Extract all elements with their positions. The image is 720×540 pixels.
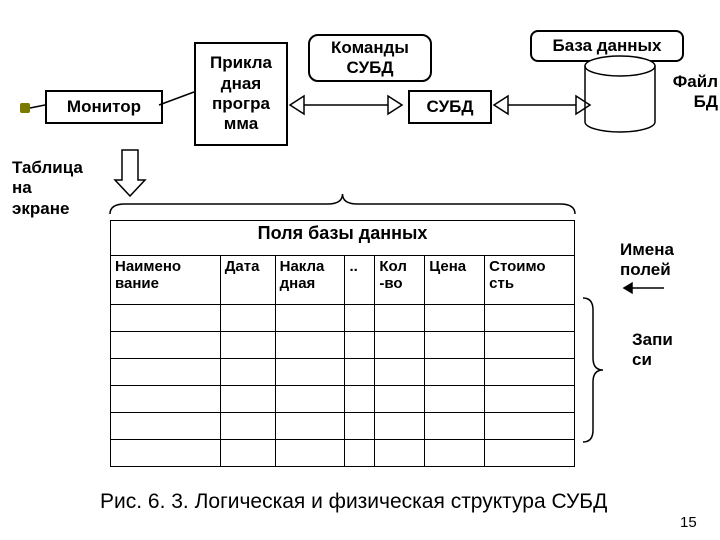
- commands-box: Команды СУБД: [308, 34, 432, 82]
- monitor-label: Монитор: [67, 97, 141, 117]
- file-label: Файл БД: [673, 72, 718, 111]
- page-number-text: 15: [680, 514, 697, 531]
- application-box: Прикла дная програ мма: [194, 42, 288, 146]
- table-on-screen-text: Таблица на экране: [12, 158, 83, 218]
- application-label: Прикла дная програ мма: [196, 53, 286, 135]
- database-label: База данных: [552, 36, 661, 56]
- table-on-screen-label: Таблица на экране: [12, 158, 83, 219]
- column-header: Накла дная: [275, 256, 345, 305]
- table-row: [111, 440, 575, 467]
- bullet-marker: [20, 103, 30, 113]
- table-row: [111, 359, 575, 386]
- table-row: [111, 332, 575, 359]
- subd-label: СУБД: [427, 97, 474, 117]
- page-number: 15: [680, 514, 697, 531]
- column-header: Цена: [425, 256, 485, 305]
- field-names-text: Имена полей: [620, 240, 674, 279]
- field-names-label: Имена полей: [620, 240, 674, 281]
- table-row: [111, 305, 575, 332]
- database-box: База данных: [530, 30, 684, 62]
- table-row: [111, 386, 575, 413]
- file-label-box: Файл БД: [660, 72, 718, 122]
- records-label: Запи си: [632, 330, 673, 371]
- column-header: Наимено вание: [111, 256, 221, 305]
- caption-text: Рис. 6. 3. Логическая и физическая струк…: [100, 490, 607, 513]
- monitor-box: Монитор: [45, 90, 163, 124]
- column-header: ..: [345, 256, 375, 305]
- table-title: Поля базы данных: [111, 221, 575, 256]
- column-header: Кол -во: [375, 256, 425, 305]
- column-header: Стоимо сть: [485, 256, 575, 305]
- figure-caption: Рис. 6. 3. Логическая и физическая струк…: [100, 490, 607, 514]
- database-fields-table: Поля базы данныхНаимено ваниеДатаНакла д…: [110, 220, 575, 467]
- subd-box: СУБД: [408, 90, 492, 124]
- records-text: Запи си: [632, 330, 673, 369]
- column-header: Дата: [220, 256, 275, 305]
- commands-label: Команды СУБД: [310, 38, 430, 79]
- table-row: [111, 413, 575, 440]
